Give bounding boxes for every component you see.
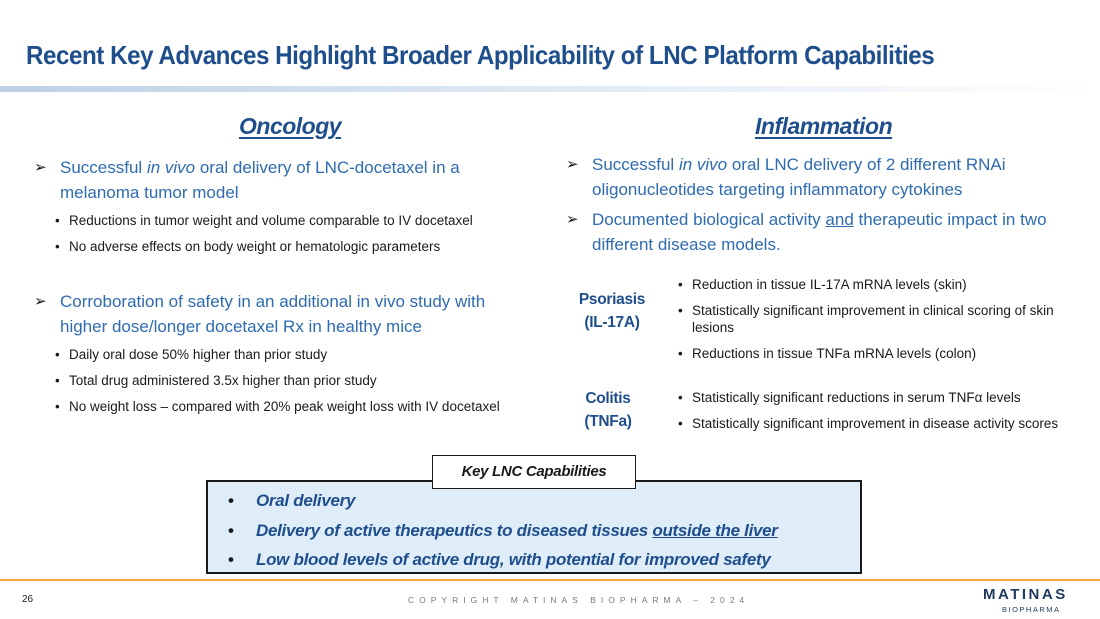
footer-divider: [0, 579, 1100, 581]
company-logo-subtitle: BIOPHARMA: [1002, 605, 1061, 614]
slide-title: Recent Key Advances Highlight Broader Ap…: [26, 40, 935, 70]
title-divider: [0, 86, 1100, 92]
arrow-bullet-icon: ➢: [566, 211, 579, 228]
psoriasis-bullets: • Reduction in tissue IL-17A mRNA levels …: [678, 276, 1073, 371]
list-item: • No adverse effects on body weight or he…: [55, 239, 441, 254]
list-item: • Statistically significant improvement i…: [678, 416, 1059, 431]
page-number: 26: [22, 594, 34, 605]
list-item: • Low blood levels of active drug, with p…: [228, 550, 771, 569]
key-capabilities-tag: Key LNC Capabilities: [432, 455, 636, 489]
list-item: • Oral delivery: [228, 491, 356, 510]
inflammation-heading: Inflammation: [755, 113, 893, 139]
psoriasis-label: Psoriasis (IL-17A): [578, 291, 646, 331]
copyright-notice: COPYRIGHT MATINAS BIOPHARMA – 2024: [408, 595, 750, 605]
oncology-point-2-bullets: • Daily oral dose 50% higher than prior s…: [55, 346, 505, 424]
arrow-bullet-icon: ➢: [34, 159, 47, 176]
list-item: • Daily oral dose 50% higher than prior s…: [55, 347, 328, 362]
inflammation-point-1: ➢ Successful in vivo oral LNC delivery o…: [566, 152, 1056, 202]
oncology-point-1: ➢ Successful in vivo oral delivery of LN…: [34, 155, 534, 205]
list-item: • No weight loss – compared with 20% peak…: [55, 399, 500, 414]
arrow-bullet-icon: ➢: [566, 156, 579, 173]
company-logo: MATINAS: [983, 586, 1068, 603]
colitis-bullets: • Statistically significant reductions in…: [678, 389, 1078, 441]
inflammation-point-2: ➢ Documented biological activity and the…: [566, 207, 1056, 257]
list-item: • Reductions in tissue TNFa mRNA levels (…: [678, 346, 977, 361]
oncology-point-2: ➢ Corroboration of safety in an addition…: [34, 289, 529, 339]
list-item: • Total drug administered 3.5x higher tha…: [55, 373, 377, 388]
list-item: • Reductions in tumor weight and volume c…: [55, 213, 473, 228]
key-capabilities-list: • Oral delivery • Delivery of active thera…: [228, 486, 778, 575]
list-item: • Delivery of active therapeutics to dise…: [228, 520, 778, 540]
oncology-heading: Oncology: [239, 113, 342, 139]
oncology-point-1-bullets: • Reductions in tumor weight and volume c…: [55, 212, 535, 264]
list-item: • Statistically significant improvement i…: [678, 303, 1054, 335]
arrow-bullet-icon: ➢: [34, 293, 47, 310]
list-item: • Reduction in tissue IL-17A mRNA levels …: [678, 277, 967, 292]
list-item: • Statistically significant reductions in…: [678, 390, 1021, 405]
colitis-label: Colitis (TNFa): [584, 390, 632, 430]
